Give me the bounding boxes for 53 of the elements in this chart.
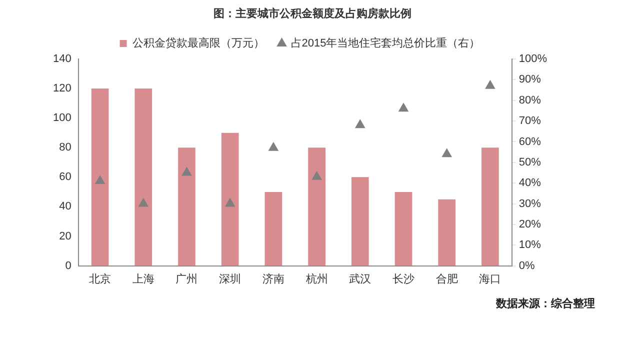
chart-title: 图：主要城市公积金额度及占购房款比例: [212, 6, 412, 21]
bar: [91, 88, 109, 266]
bar: [264, 192, 282, 266]
x-tick-label: 上海: [132, 272, 154, 286]
point: [355, 120, 365, 128]
x-tick-label: 北京: [89, 272, 112, 286]
y2-tick-label: 0%: [518, 260, 535, 272]
y-tick-label: 20: [59, 230, 72, 242]
bar: [134, 88, 152, 266]
y2-tick-label: 50%: [518, 156, 542, 168]
point: [182, 167, 192, 176]
y-tick-label: 80: [59, 142, 72, 154]
source-note: 数据来源：综合整理: [496, 296, 595, 311]
y2-tick-label: 40%: [518, 177, 542, 190]
bar: [351, 177, 369, 266]
bar: [394, 192, 412, 266]
point: [485, 80, 496, 89]
point: [138, 198, 148, 207]
x-tick-label: 合肥: [436, 272, 458, 286]
point: [225, 198, 235, 207]
bar: [438, 199, 456, 266]
point: [442, 148, 452, 158]
y-tick-label: 120: [52, 82, 72, 95]
y2-tick-label: 80%: [518, 94, 542, 106]
x-tick-label: 深圳: [219, 272, 242, 286]
point: [95, 176, 105, 184]
y2-tick-label: 10%: [518, 239, 542, 252]
bar: [482, 148, 499, 266]
y2-tick-label: 60%: [518, 136, 542, 148]
y-tick-label: 0: [65, 260, 72, 272]
y-tick-label: 140: [52, 53, 72, 66]
legend-label: 占2015年当地住宅套均总价比重（右）: [290, 36, 480, 50]
bar: [178, 148, 196, 266]
y2-tick-label: 90%: [518, 74, 542, 86]
point: [268, 142, 278, 151]
x-tick-label: 海口: [479, 273, 502, 286]
x-tick-label: 广州: [176, 272, 198, 286]
y2-tick-label: 30%: [518, 198, 542, 210]
x-tick-label: 长沙: [392, 272, 414, 286]
y-tick-label: 40: [59, 200, 72, 213]
y2-tick-label: 100%: [518, 53, 548, 66]
legend-label: 公积金贷款最高限（万元）: [132, 36, 264, 50]
y2-tick-label: 20%: [518, 218, 542, 230]
point: [312, 171, 322, 180]
x-tick-label: 济南: [262, 272, 284, 286]
bar: [221, 132, 239, 266]
bar: [308, 148, 326, 266]
y-tick-label: 60: [59, 171, 72, 184]
x-tick-label: 武汉: [349, 272, 372, 286]
x-tick-label: 杭州: [304, 272, 328, 286]
y2-tick-label: 70%: [518, 115, 542, 128]
y-tick-label: 100: [52, 112, 72, 124]
point: [398, 103, 408, 112]
